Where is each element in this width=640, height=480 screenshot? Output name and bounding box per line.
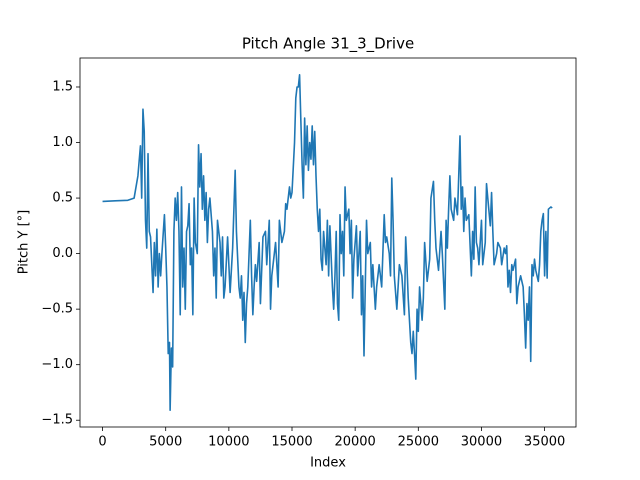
y-tick-label: 0.5 <box>52 191 73 206</box>
x-tick-label: 20000 <box>334 435 375 450</box>
data-line <box>102 73 553 412</box>
y-tick-label: −1.5 <box>41 413 73 428</box>
chart-title: Pitch Angle 31_3_Drive <box>242 35 414 54</box>
x-tick-label: 10000 <box>208 435 249 450</box>
x-tick-label: 35000 <box>524 435 565 450</box>
x-tick-label: 0 <box>98 435 106 450</box>
x-tick-label: 5000 <box>149 435 182 450</box>
plot-frame <box>79 57 577 428</box>
x-tick-label: 15000 <box>271 435 312 450</box>
y-tick-label: 1.5 <box>52 79 73 94</box>
y-tick-label: 1.0 <box>52 135 73 150</box>
x-tick-label: 30000 <box>461 435 502 450</box>
y-tick-label: 0.0 <box>52 246 73 261</box>
x-tick-label: 25000 <box>398 435 439 450</box>
y-axis-label: Pitch Y [°] <box>17 210 32 275</box>
x-axis-label: Index <box>310 456 346 471</box>
y-tick-label: −0.5 <box>41 302 73 317</box>
y-tick-label: −1.0 <box>41 357 73 372</box>
